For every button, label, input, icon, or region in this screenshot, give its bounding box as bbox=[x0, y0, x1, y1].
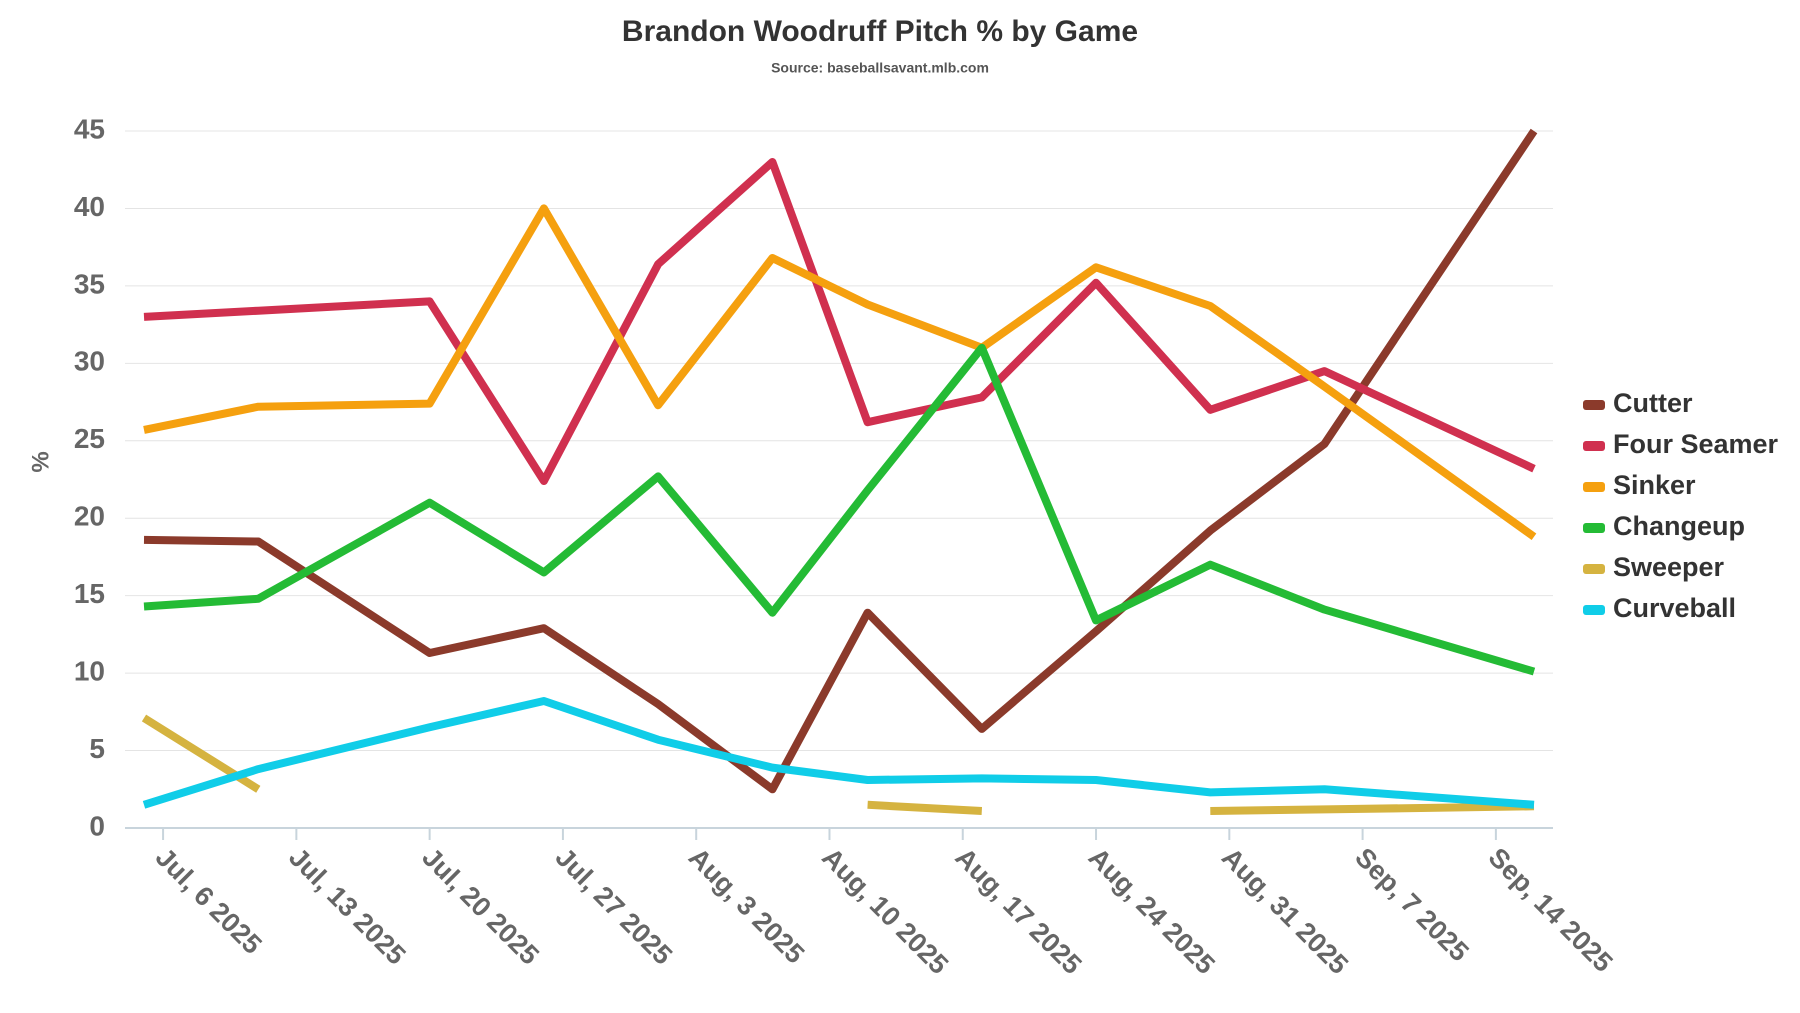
x-tick-label: Aug, 17 2025 bbox=[949, 842, 1087, 980]
series-line bbox=[141, 714, 1535, 815]
series-line bbox=[143, 204, 1537, 541]
legend-label: Changeup bbox=[1613, 511, 1745, 541]
y-axis-label: % bbox=[27, 451, 54, 472]
y-tick-label: 40 bbox=[74, 191, 105, 222]
x-tick-label: Aug, 10 2025 bbox=[816, 842, 954, 980]
x-tick-label: Jul, 27 2025 bbox=[550, 842, 678, 970]
y-tick-label: 45 bbox=[74, 113, 105, 144]
x-tick-label: Sep, 14 2025 bbox=[1483, 842, 1619, 978]
y-tick-label: 15 bbox=[74, 578, 105, 609]
series-line bbox=[143, 158, 1536, 485]
legend-swatch bbox=[1583, 400, 1605, 410]
legend-swatch bbox=[1583, 441, 1605, 451]
legend-label: Curveball bbox=[1613, 593, 1736, 623]
y-tick-label: 35 bbox=[74, 268, 105, 299]
series-line bbox=[143, 343, 1536, 676]
x-tick-label: Jul, 13 2025 bbox=[283, 842, 411, 970]
legend-label: Four Seamer bbox=[1613, 429, 1779, 459]
y-tick-label: 20 bbox=[74, 501, 105, 532]
y-tick-label: 5 bbox=[89, 733, 105, 764]
y-tick-label: 30 bbox=[74, 346, 105, 377]
series-line bbox=[142, 697, 1535, 809]
x-tick-label: Jul, 6 2025 bbox=[150, 842, 268, 960]
y-tick-label: 25 bbox=[74, 423, 105, 454]
y-tick-label: 0 bbox=[89, 810, 105, 841]
series-line bbox=[143, 128, 1538, 794]
legend-label: Sinker bbox=[1613, 470, 1696, 500]
x-tick-label: Aug, 31 2025 bbox=[1216, 842, 1354, 980]
x-tick-label: Sep, 7 2025 bbox=[1349, 842, 1474, 967]
legend-label: Sweeper bbox=[1613, 552, 1725, 582]
x-tick-label: Jul, 20 2025 bbox=[416, 842, 544, 970]
legend-label: Cutter bbox=[1613, 388, 1693, 418]
legend-swatch bbox=[1583, 482, 1605, 492]
chart-title: Brandon Woodruff Pitch % by Game bbox=[622, 15, 1138, 48]
x-tick-label: Aug, 24 2025 bbox=[1083, 842, 1221, 980]
legend-swatch bbox=[1583, 523, 1605, 533]
legend-swatch bbox=[1583, 564, 1605, 574]
x-tick-label: Aug, 3 2025 bbox=[683, 842, 810, 969]
legend-swatch bbox=[1583, 605, 1605, 615]
chart-subtitle: Source: baseballsavant.mlb.com bbox=[771, 60, 989, 76]
y-tick-label: 10 bbox=[74, 656, 105, 687]
